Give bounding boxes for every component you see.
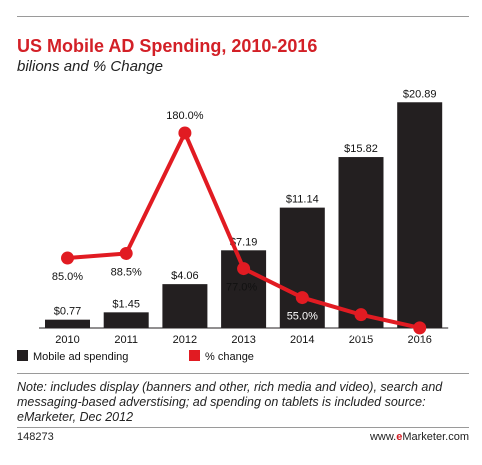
x-tick-2013: 2013: [231, 334, 255, 346]
point-2010: [61, 251, 74, 265]
line-label-2015: 42.0%: [345, 328, 376, 340]
x-tick-labels: 2010 2011 2012 2013 2014 2015 2016: [55, 334, 432, 346]
line-label-2013: 77.0%: [226, 282, 257, 294]
brand-accent: e: [396, 431, 403, 443]
footer-separator: [17, 427, 469, 428]
x-tick-2014: 2014: [290, 334, 314, 346]
legend-label-spending: Mobile ad spending: [33, 351, 128, 363]
legend: Mobile ad spending % change: [17, 350, 254, 363]
line-series: [61, 126, 427, 335]
x-tick-2012: 2012: [173, 334, 197, 346]
line-label-2010: 85.0%: [52, 271, 83, 283]
legend-swatch-spending: [17, 350, 28, 361]
x-tick-2016: 2016: [407, 334, 431, 346]
bar-label-2013: $7.19: [230, 236, 258, 248]
point-2012: [178, 126, 192, 140]
brand-prefix: www.: [369, 431, 397, 443]
point-2013: [237, 262, 251, 276]
brand-link[interactable]: www.eMarketer.com: [370, 431, 469, 443]
point-2011: [119, 246, 133, 260]
note-separator-top: [17, 373, 469, 374]
line-label-2014: 55.0%: [287, 311, 318, 323]
chart-canvas: $0.77 $1.45 $4.06 $7.19 $11.14 $15.82 $20.89 2…: [17, 88, 449, 363]
line-label-2012: 180.0%: [166, 110, 204, 122]
bar-label-2012: $4.06: [171, 270, 199, 282]
bar-labels: $0.77 $1.45 $4.06 $7.19 $11.14 $15.82 $20.89: [54, 88, 437, 317]
chart-frame: US Mobile AD Spending, 2010-2016 bilions…: [17, 16, 469, 446]
x-tick-2011: 2011: [114, 334, 138, 346]
bar-2016: [397, 102, 443, 328]
top-rule: [17, 16, 469, 17]
legend-label-change: % change: [205, 351, 254, 363]
bar-2014: [279, 207, 325, 328]
x-tick-2010: 2010: [55, 334, 79, 346]
chart-subtitle: bilions and % Change: [17, 58, 163, 75]
point-2016: [413, 321, 427, 335]
bar-label-2015: $15.82: [344, 143, 378, 155]
note-text: Note: includes display (banners and othe…: [17, 380, 443, 424]
bar-2010: [45, 319, 90, 328]
point-2014: [295, 291, 309, 305]
line-label-2011: 88.5%: [111, 266, 142, 278]
bar-label-2010: $0.77: [54, 306, 82, 318]
legend-swatch-change: [189, 350, 200, 361]
x-tick-2015: 2015: [349, 334, 373, 346]
bar-2011: [103, 312, 149, 328]
bar-label-2011: $1.45: [112, 298, 140, 310]
line-label-2016: 32.0%: [404, 341, 435, 353]
bar-series: [45, 102, 443, 328]
brand-suffix: Marketer.com: [402, 431, 469, 443]
bar-label-2014: $11.14: [286, 194, 319, 206]
bar-2012: [162, 284, 208, 328]
bar-2015: [338, 157, 384, 328]
bar-label-2016: $20.89: [403, 88, 437, 100]
chart-title: US Mobile AD Spending, 2010-2016: [17, 36, 318, 56]
line-labels: 85.0% 88.5% 180.0% 77.0% 55.0% 42.0% 32.0%: [52, 110, 436, 353]
point-2015: [354, 308, 368, 322]
chart-id: 148273: [17, 431, 54, 443]
